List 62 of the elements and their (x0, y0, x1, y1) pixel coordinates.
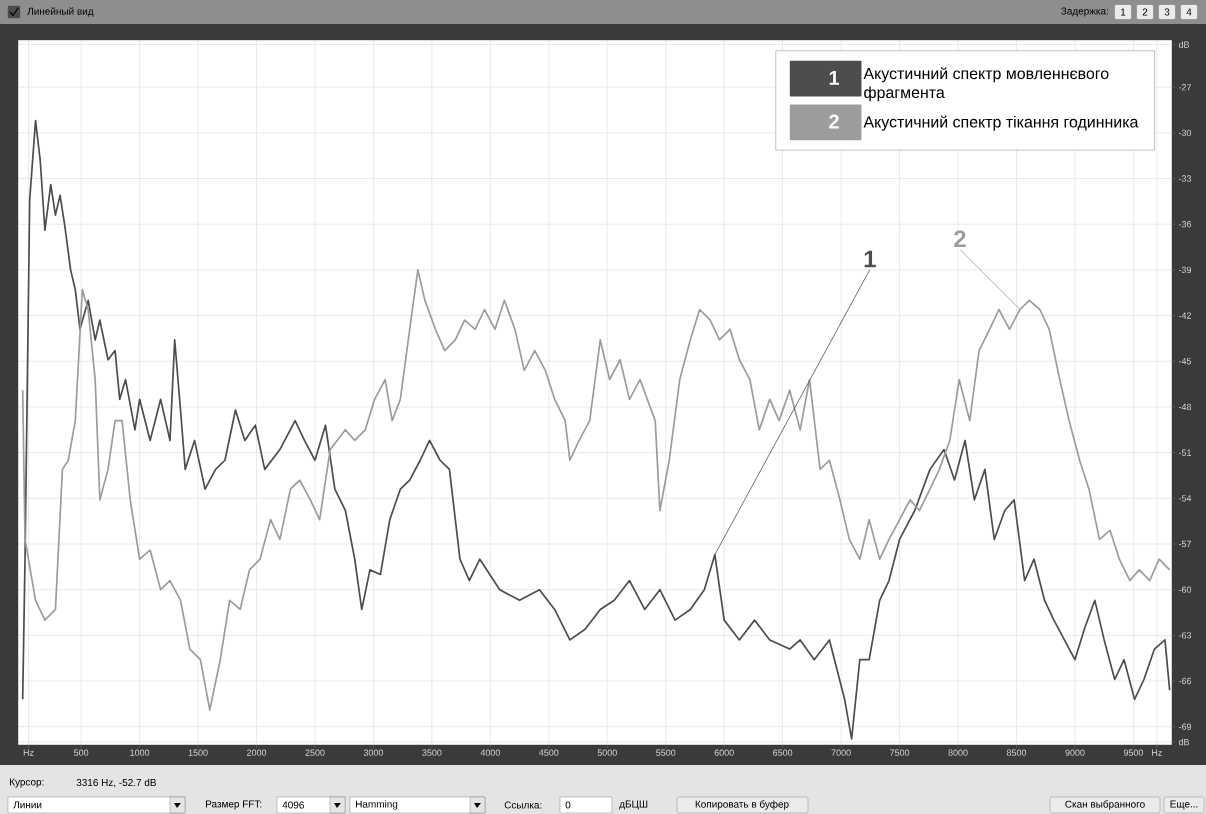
y-tick-label: -51 (1178, 449, 1192, 456)
text: 4096 (282, 801, 304, 809)
y-tick-label: -39 (1178, 266, 1192, 274)
text: Размер FFT: (206, 800, 262, 810)
x-tick-label: 6500 (773, 749, 793, 756)
y-tick-label: -60 (1178, 586, 1192, 593)
y-tick-label: -45 (1178, 358, 1192, 365)
y-tick-label: -66 (1178, 677, 1192, 685)
y-tick-label: dB (1178, 738, 1190, 746)
annotation: 2 (954, 230, 966, 248)
text: Еще... (1170, 800, 1198, 810)
y-tick-label: -54 (1178, 495, 1192, 502)
annotation: 2 (829, 114, 839, 129)
legend-label: Акустичний спектр мовленнєвого фрагмента (863, 67, 1109, 102)
y-tick-label: -57 (1178, 540, 1192, 548)
y-tick-label: -36 (1178, 221, 1192, 228)
text: Линейный вид (27, 7, 94, 17)
text: Hamming (356, 800, 398, 810)
x-tick-label: 8000 (948, 749, 968, 756)
legend-label: Акустичний спектр тікання годинника (863, 115, 1139, 131)
x-tick-label: 1000 (130, 749, 150, 756)
y-tick-label: dB (1178, 41, 1190, 48)
x-tick-label: 2000 (247, 749, 267, 756)
x-tick-label: 7000 (831, 749, 851, 756)
x-tick-label: 4000 (480, 749, 500, 756)
x-tick-label: Hz (23, 749, 34, 756)
x-tick-label: 3000 (363, 749, 384, 756)
x-tick-label: 3500 (422, 749, 442, 756)
x-tick-label: 500 (74, 749, 89, 756)
text: 3 (1164, 8, 1170, 16)
y-tick-label: -48 (1178, 403, 1192, 411)
annotation: 1 (829, 71, 840, 85)
text: 1 (1121, 8, 1126, 16)
x-tick-label: 8500 (1006, 749, 1027, 756)
x-tick-label: 1500 (188, 749, 208, 756)
text: Задержка: (1061, 7, 1108, 17)
x-tick-label: 2500 (305, 749, 325, 756)
y-tick-label: -27 (1178, 84, 1192, 91)
text: Скан выбранного (1065, 800, 1145, 810)
x-tick-label: 9500 (1123, 749, 1144, 756)
text: Ссылка: (504, 801, 542, 809)
text: 2 (1142, 8, 1148, 16)
x-tick-label: 9000 (1065, 749, 1085, 756)
x-tick-label: 5500 (656, 749, 676, 756)
text: Линии (13, 801, 42, 809)
text: 3316 Hz, -52.7 dB (76, 778, 156, 788)
y-tick-label: -33 (1178, 175, 1192, 182)
y-tick-label: -42 (1178, 312, 1192, 319)
x-tick-label: 4500 (539, 749, 559, 756)
text: Курсор: (10, 778, 44, 788)
x-tick-label: Hz (1152, 749, 1162, 756)
y-tick-label: -69 (1178, 723, 1192, 730)
y-tick-label: -63 (1178, 632, 1192, 639)
text: дБЦШ (619, 800, 648, 810)
y-tick-label: -30 (1178, 129, 1192, 137)
x-tick-label: 7500 (890, 749, 910, 756)
annotation: 1 (864, 250, 876, 268)
text: 0 (565, 801, 571, 809)
x-tick-label: 6000 (714, 749, 734, 756)
x-tick-label: 5000 (597, 749, 617, 756)
text: Копировать в буфер (695, 800, 789, 810)
text: 4 (1186, 8, 1192, 16)
